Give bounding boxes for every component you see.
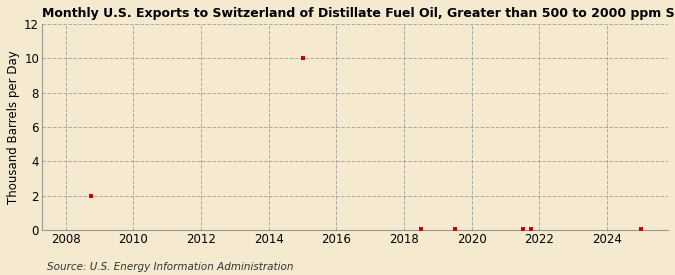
- Point: [450, 227, 460, 232]
- Point: [297, 56, 308, 60]
- Text: Source: U.S. Energy Information Administration: Source: U.S. Energy Information Administ…: [47, 262, 294, 272]
- Y-axis label: Thousand Barrels per Day: Thousand Barrels per Day: [7, 50, 20, 204]
- Point: [526, 227, 537, 232]
- Point: [86, 194, 97, 198]
- Point: [416, 227, 427, 232]
- Point: [517, 227, 528, 232]
- Text: Monthly U.S. Exports to Switzerland of Distillate Fuel Oil, Greater than 500 to : Monthly U.S. Exports to Switzerland of D…: [42, 7, 675, 20]
- Point: [636, 227, 647, 232]
